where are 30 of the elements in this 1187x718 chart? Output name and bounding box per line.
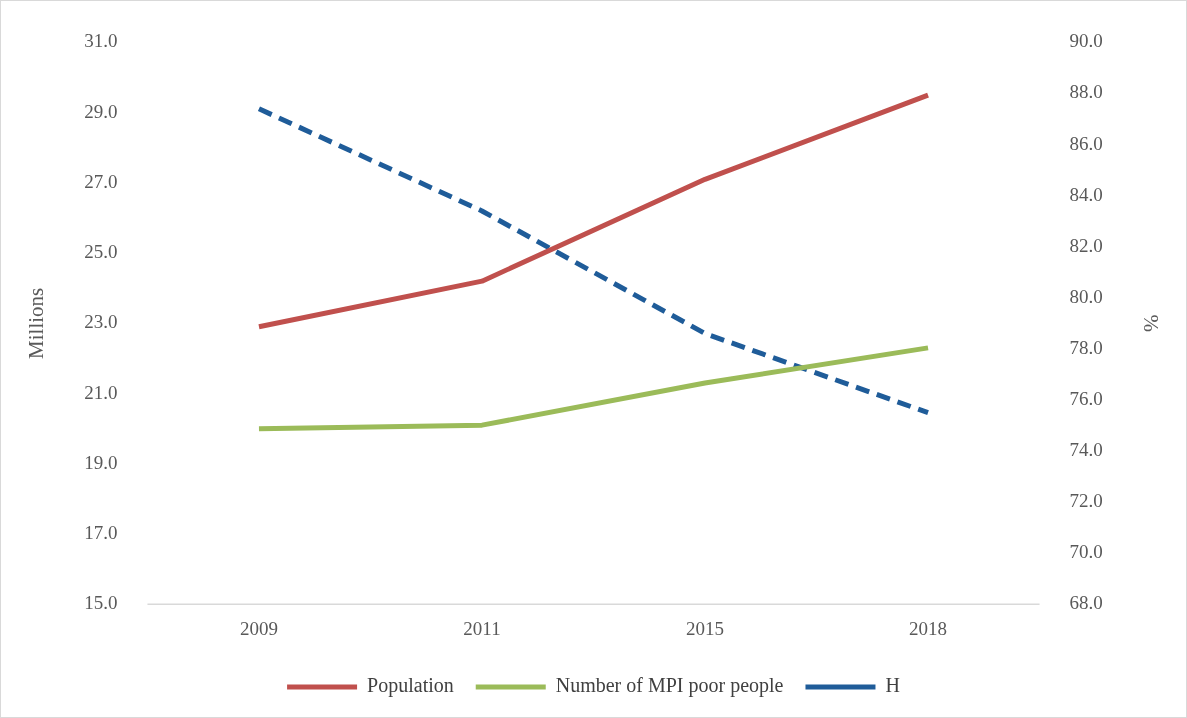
y-tick-label: 15.0 — [84, 592, 118, 614]
y2-tick-label: 80.0 — [1069, 285, 1103, 307]
y2-tick-label: 86.0 — [1069, 132, 1103, 154]
x-tick-label: 2009 — [239, 617, 278, 639]
y2-tick-label: 78.0 — [1069, 336, 1103, 358]
y2-tick-label: 76.0 — [1069, 387, 1103, 409]
y2-tick-label: 72.0 — [1069, 490, 1103, 512]
y-tick-label: 31.0 — [84, 30, 118, 52]
y2-tick-label: 68.0 — [1069, 592, 1103, 614]
legend-label: H — [885, 674, 900, 697]
y-tick-label: 29.0 — [84, 100, 118, 122]
y-tick-label: 17.0 — [84, 521, 118, 543]
y2-tick-label: 70.0 — [1069, 541, 1103, 563]
y2-tick-label: 74.0 — [1069, 438, 1103, 460]
y2-tick-label: 84.0 — [1069, 183, 1103, 205]
y-tick-label: 19.0 — [84, 451, 118, 473]
x-tick-label: 2011 — [463, 617, 501, 639]
y2-tick-label: 82.0 — [1069, 234, 1103, 256]
y-axis-title: Millions — [24, 287, 49, 359]
y-tick-label: 25.0 — [84, 241, 118, 263]
y2-tick-label: 88.0 — [1069, 81, 1103, 103]
legend-label: Number of MPI poor people — [555, 674, 784, 698]
x-tick-label: 2015 — [686, 617, 725, 639]
y-tick-label: 21.0 — [84, 381, 118, 403]
y-tick-label: 23.0 — [84, 311, 118, 333]
legend-label: Population — [367, 674, 454, 698]
y2-axis-title: % — [1138, 314, 1163, 333]
x-tick-label: 2018 — [909, 617, 948, 639]
y-tick-label: 27.0 — [84, 170, 118, 192]
y2-tick-label: 90.0 — [1069, 30, 1103, 52]
